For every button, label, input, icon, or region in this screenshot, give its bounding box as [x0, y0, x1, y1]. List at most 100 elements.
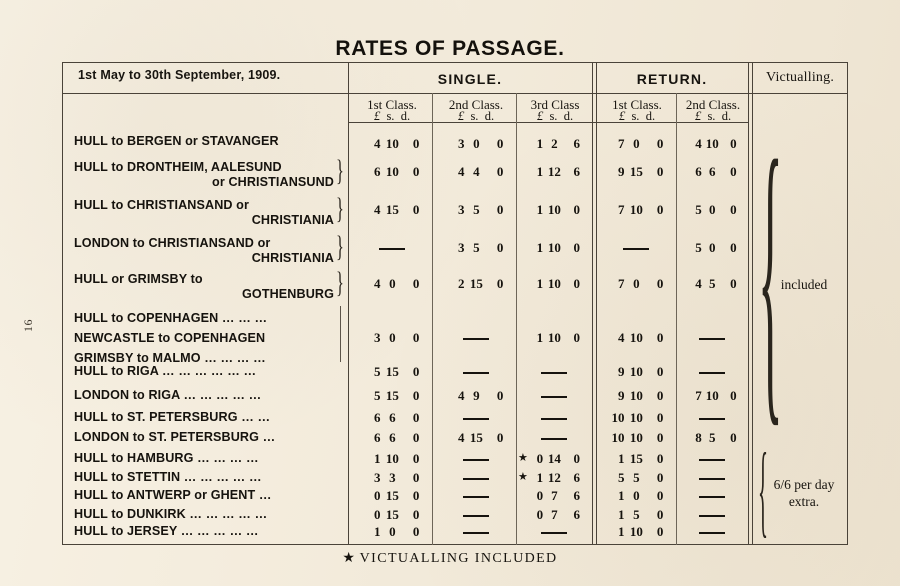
- fare-shillings: 0: [473, 136, 480, 151]
- fare-shillings: 15: [385, 507, 399, 522]
- fare-shillings: 0: [633, 136, 640, 151]
- fare-shillings: 10: [385, 451, 399, 466]
- route-group-brace: }: [336, 154, 344, 187]
- route-label-line: HULL to JERSEY … … … … …: [74, 524, 259, 538]
- fare-shillings: 10: [629, 524, 643, 539]
- fare-pounds: 4: [373, 276, 381, 291]
- fare-pence: 6: [573, 164, 581, 179]
- route-label-line: HULL or GRIMSBY to: [74, 272, 203, 286]
- pound-sign: £: [373, 109, 381, 123]
- route-label: HULL to ST. PETERSBURG … …: [74, 410, 336, 424]
- fare-value: 0 15 0: [356, 488, 428, 504]
- fare-pence: 0: [573, 330, 581, 345]
- fare-pounds: 7: [617, 136, 625, 151]
- fare-pence: 0: [730, 164, 737, 179]
- fare-pounds: 0: [373, 507, 381, 522]
- star-icon: ★: [342, 551, 355, 566]
- route-group-tick: [340, 306, 341, 362]
- fare-pence: 0: [573, 240, 581, 255]
- fare-pence: 0: [496, 164, 504, 179]
- pound-sign: £: [694, 109, 702, 123]
- fare-pence: 0: [412, 488, 420, 503]
- fare-pence: 0: [656, 202, 664, 217]
- fare-pounds: 3: [457, 136, 465, 151]
- fare-shillings: 15: [385, 364, 399, 379]
- route-label-line: HULL to BERGEN or STAVANGER: [74, 134, 279, 148]
- rule-period-bottom: [62, 93, 348, 94]
- fare-pence: 0: [656, 136, 664, 151]
- victualling-note-extra-line1: 6/6 per day: [773, 477, 835, 492]
- route-label: HULL to DRONTHEIM, AALESUND or CHRISTIANS…: [74, 160, 336, 190]
- rule-col-single1st-right: [432, 93, 433, 545]
- value-dash: [463, 515, 489, 517]
- footnote-text: VICTUALLING INCLUDED: [359, 551, 558, 566]
- route-label-line: HULL to COPENHAGEN … … …: [74, 311, 268, 325]
- value-dash: [541, 438, 567, 440]
- route-label-line: HULL to RIGA … … … … … …: [74, 364, 257, 378]
- fare-pence: 0: [496, 202, 504, 217]
- fare-pounds: 6: [373, 410, 381, 425]
- fare-pounds: 3: [373, 470, 381, 485]
- fare-pence: 6: [573, 488, 581, 503]
- fare-value: 4 15 0: [356, 202, 428, 218]
- fare-shillings: 10: [629, 330, 643, 345]
- value-dash: [463, 532, 489, 534]
- victualling-note-extra: 6/6 per day extra.: [758, 476, 850, 510]
- fare-pence: 0: [412, 451, 420, 466]
- fare-pence: 6: [573, 507, 581, 522]
- rule-col-route-right: [348, 62, 349, 545]
- fare-pounds: 4: [617, 330, 625, 345]
- fare-pence: 0: [412, 470, 420, 485]
- fare-pence: 0: [496, 276, 504, 291]
- route-group-brace: }: [336, 230, 344, 263]
- fare-pence: 0: [656, 164, 664, 179]
- fare-pence: 6: [573, 136, 581, 151]
- fare-shillings: 4: [473, 164, 480, 179]
- fare-pounds: 6: [695, 164, 702, 179]
- fare-shillings: 5: [709, 430, 716, 445]
- fare-pounds: 1: [536, 276, 544, 291]
- fare-pounds: 1: [373, 451, 381, 466]
- route-label: HULL to HAMBURG … … … …: [74, 451, 336, 465]
- fare-shillings: 10: [547, 202, 561, 217]
- route-label: LONDON to RIGA … … … … …: [74, 388, 336, 402]
- fare-pounds: 0: [536, 451, 544, 466]
- shillings-sign: s.: [386, 109, 395, 123]
- fare-shillings: 0: [709, 202, 716, 217]
- fare-shillings: 10: [547, 330, 561, 345]
- fare-pounds: 4: [457, 388, 465, 403]
- rates-table: [62, 62, 848, 545]
- fare-value: 1 10 0: [520, 240, 588, 256]
- pence-sign: d.: [563, 109, 574, 123]
- fare-pounds: 5: [695, 240, 702, 255]
- fare-pence: 0: [496, 136, 504, 151]
- fare-shillings: 10: [705, 388, 719, 403]
- fare-pounds: 10: [611, 410, 625, 425]
- page-title: RATES OF PASSAGE.: [335, 37, 565, 60]
- value-dash: [699, 418, 725, 420]
- fare-shillings: 5: [709, 276, 716, 291]
- value-dash: [541, 372, 567, 374]
- fare-value: 9 10 0: [600, 388, 672, 404]
- fare-pounds: 1: [617, 488, 625, 503]
- fare-pounds: 7: [617, 276, 625, 291]
- fare-shillings: 15: [385, 488, 399, 503]
- fare-shillings: 5: [473, 202, 480, 217]
- value-dash: [623, 248, 649, 250]
- fare-shillings: 10: [547, 276, 561, 291]
- fare-pounds: 1: [617, 451, 625, 466]
- fare-value: 7 10 0: [600, 202, 672, 218]
- header-units-single-1st: £ s. d.: [352, 109, 432, 124]
- fare-pounds: 3: [373, 330, 381, 345]
- shillings-sign: s.: [470, 109, 479, 123]
- header-units-return-2nd: £ s. d.: [678, 109, 748, 124]
- victualling-star-icon: ★: [518, 452, 528, 464]
- value-dash: [463, 418, 489, 420]
- fare-pounds: 4: [695, 276, 702, 291]
- pence-sign: d.: [400, 109, 411, 123]
- fare-pence: 0: [573, 276, 581, 291]
